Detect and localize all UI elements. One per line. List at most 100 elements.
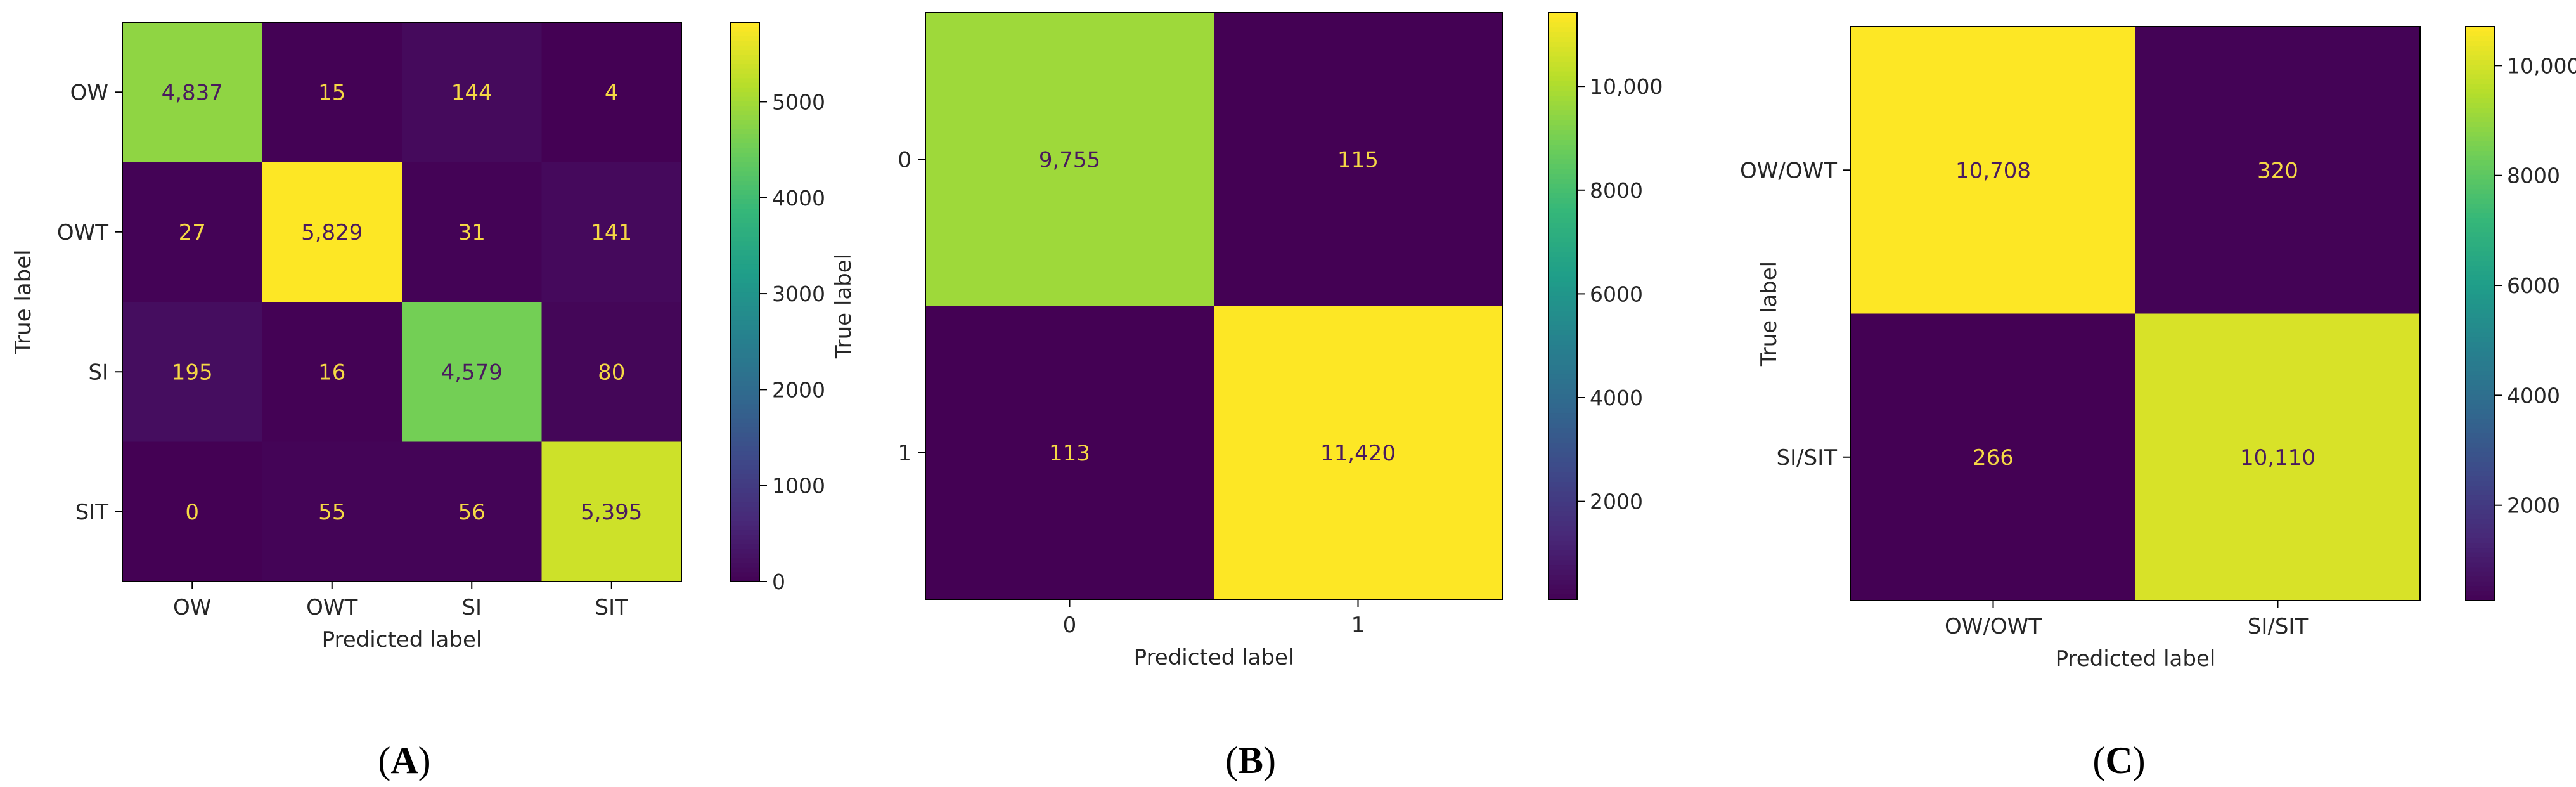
colorbar-segment xyxy=(2466,543,2494,549)
colorbar-segment xyxy=(731,535,759,540)
colorbar-segment xyxy=(2466,433,2494,439)
colorbar-segment xyxy=(1549,580,1577,585)
colorbar-segment xyxy=(1549,486,1577,493)
colorbar-segment xyxy=(2466,251,2494,257)
colorbar-segment xyxy=(731,50,759,56)
colorbar-segment xyxy=(2466,127,2494,133)
colorbar-segment xyxy=(2466,404,2494,410)
colorbar-segment xyxy=(731,223,759,228)
colorbar-segment xyxy=(731,106,759,112)
colorbar-segment xyxy=(731,190,759,195)
colorbar-segment xyxy=(2466,332,2494,339)
colorbar-tick-label: 4000 xyxy=(1590,386,1643,410)
matrix-cell xyxy=(925,306,1214,600)
colorbar-segment xyxy=(1549,335,1577,341)
colorbar-segment xyxy=(2466,371,2494,377)
colorbar-segment xyxy=(2466,413,2494,420)
colorbar-segment xyxy=(731,68,759,74)
colorbar-segment xyxy=(2466,103,2494,109)
colorbar-segment xyxy=(731,306,759,312)
y-axis-label: True label xyxy=(1756,261,1782,367)
colorbar-segment xyxy=(731,423,759,429)
colorbar-segment xyxy=(1549,13,1577,18)
cell-value-label: 320 xyxy=(2257,158,2298,183)
colorbar-segment xyxy=(731,269,759,275)
colorbar-segment xyxy=(1549,203,1577,209)
matrix-cell xyxy=(541,22,682,162)
matrix-cell xyxy=(122,302,262,442)
colorbar-segment xyxy=(2466,486,2494,491)
colorbar-segment xyxy=(731,176,759,181)
colorbar-segment xyxy=(1549,174,1577,180)
colorbar-segment xyxy=(1549,418,1577,424)
x-tick-label: SIT xyxy=(595,595,629,620)
colorbar-segment xyxy=(2466,462,2494,467)
colorbar-segment xyxy=(1549,247,1577,253)
colorbar-segment xyxy=(2466,308,2494,315)
colorbar-segment xyxy=(1549,501,1577,507)
colorbar-segment xyxy=(1549,467,1577,473)
colorbar-segment xyxy=(731,171,759,177)
colorbar-segment xyxy=(1549,379,1577,385)
cell-value-label: 4,837 xyxy=(162,80,223,105)
cell-value-label: 16 xyxy=(318,360,345,385)
colorbar-segment xyxy=(1549,228,1577,233)
colorbar-segment xyxy=(1549,17,1577,23)
colorbar-segment xyxy=(1549,398,1577,405)
matrix-cell xyxy=(541,441,682,582)
colorbar-segment xyxy=(731,45,759,51)
colorbar-tick-label: 5000 xyxy=(772,89,825,114)
colorbar-segment xyxy=(2466,351,2494,358)
colorbar-tick-label: 1000 xyxy=(772,474,825,498)
panel-letter-paren: ) xyxy=(1263,739,1276,781)
colorbar-segment xyxy=(2466,179,2494,185)
colorbar-segment xyxy=(1549,311,1577,316)
colorbar-segment xyxy=(2466,227,2494,233)
colorbar-segment xyxy=(1549,237,1577,244)
colorbar-segment xyxy=(1549,86,1577,92)
colorbar-segment xyxy=(1549,306,1577,312)
colorbar-tick-label: 0 xyxy=(772,569,785,594)
colorbar-segment xyxy=(2466,356,2494,362)
colorbar-segment xyxy=(1549,389,1577,395)
colorbar-segment xyxy=(1549,56,1577,63)
colorbar-segment xyxy=(2466,160,2494,166)
colorbar-segment xyxy=(731,209,759,214)
colorbar-segment xyxy=(1549,413,1577,419)
colorbar-segment xyxy=(2466,581,2494,587)
colorbar-segment xyxy=(1549,584,1577,590)
colorbar-segment xyxy=(1549,140,1577,146)
colorbar-segment xyxy=(2466,400,2494,405)
confusion-matrix-panel-c: 10,708 320 266 10,110 OW/OWT SI/SIT OW/OWT SI/S… xyxy=(1740,26,2576,672)
colorbar-segment xyxy=(731,353,759,359)
colorbar-segment xyxy=(2466,452,2494,458)
colorbar-segment xyxy=(2466,576,2494,582)
colorbar-segment xyxy=(1549,374,1577,380)
colorbar-segment xyxy=(1549,516,1577,522)
cell-value-label: 56 xyxy=(458,500,486,525)
colorbar-segment xyxy=(731,124,759,131)
matrix-cell xyxy=(1214,13,1503,306)
colorbar-segment xyxy=(731,157,759,163)
colorbar-segment xyxy=(1549,213,1577,219)
colorbar-segment xyxy=(1549,71,1577,77)
colorbar-segment xyxy=(2466,184,2494,190)
colorbar-segment xyxy=(2466,223,2494,228)
colorbar-segment xyxy=(2466,419,2494,424)
colorbar-segment xyxy=(2466,323,2494,329)
colorbar-segment xyxy=(2466,198,2494,205)
colorbar-segment xyxy=(1549,472,1577,478)
colorbar-tick-label: 6000 xyxy=(1590,282,1643,306)
colorbar-segment xyxy=(2466,304,2494,309)
colorbar-segment xyxy=(1549,286,1577,292)
colorbar-segment xyxy=(1549,46,1577,53)
colorbar-segment xyxy=(2466,189,2494,195)
colorbar-segment xyxy=(1549,491,1577,498)
colorbar-segment xyxy=(1549,535,1577,542)
colorbar-segment xyxy=(2466,165,2494,171)
colorbar-segment xyxy=(731,143,759,149)
matrix-cell xyxy=(122,22,262,162)
colorbar-segment xyxy=(1549,482,1577,488)
colorbar-segment xyxy=(1549,301,1577,307)
colorbar-tick-label: 3000 xyxy=(772,282,825,306)
